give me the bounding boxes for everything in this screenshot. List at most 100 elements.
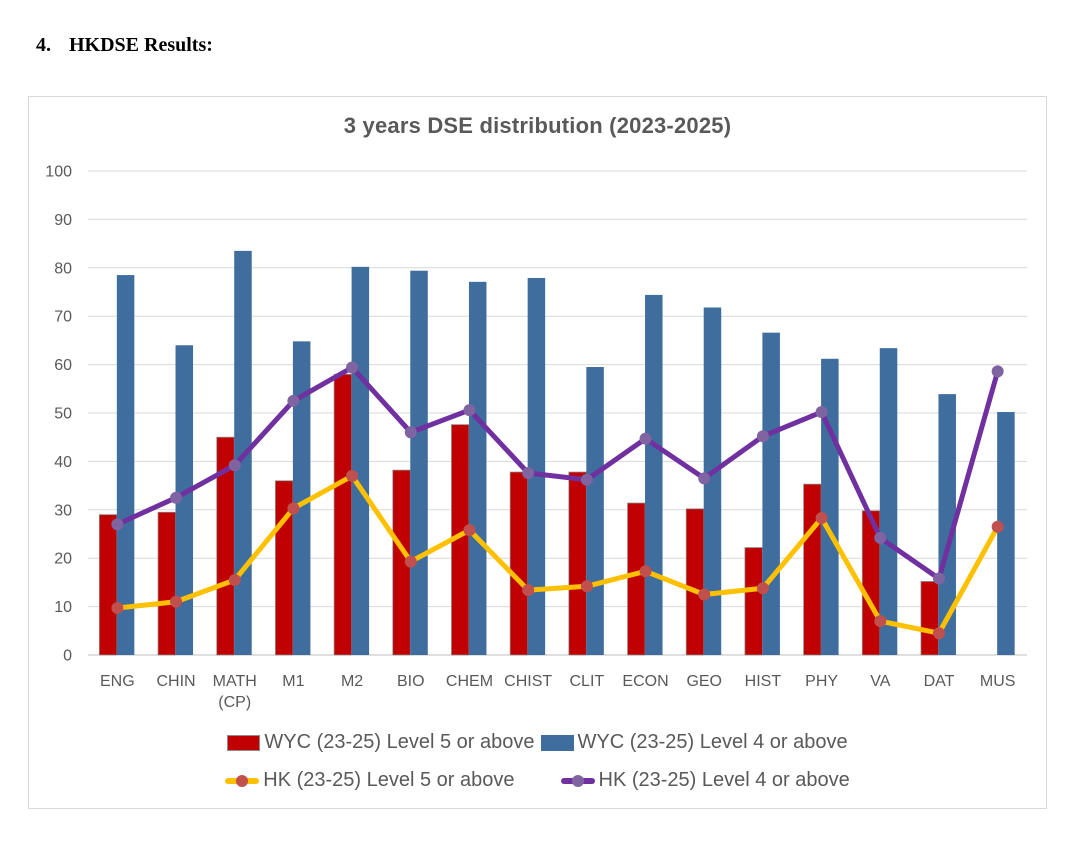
bar-wyc-23-25-level-5-or-above-phy <box>803 483 822 656</box>
x-axis-label-va: VA <box>870 673 890 690</box>
chart-legend: WYC (23-25) Level 5 or above WYC (23-25)… <box>29 731 1046 792</box>
y-axis-tick-60: 60 <box>54 357 72 374</box>
marker-hk-23-25-level-4-or-above-chin <box>170 491 183 504</box>
marker-hk-23-25-level-5-or-above-m1 <box>287 502 300 515</box>
bar-wyc-23-25-level-4-or-above-geo <box>703 307 722 655</box>
bar-wyc-23-25-level-4-or-above-va <box>879 348 898 655</box>
marker-hk-23-25-level-4-or-above-bio <box>404 426 417 439</box>
bar-wyc-23-25-level-4-or-above-mus <box>997 412 1015 655</box>
marker-hk-23-25-level-4-or-above-econ <box>639 432 652 445</box>
x-axis-label-math-cp: MATH (CP) <box>213 673 257 711</box>
marker-hk-23-25-level-5-or-above-math-cp <box>228 573 241 586</box>
line-hk-23-25-level-4-or-above <box>114 365 1001 582</box>
chart-title: 3 years DSE distribution (2023-2025) <box>343 113 732 138</box>
marker-hk-23-25-level-5-or-above-econ <box>639 565 652 578</box>
x-axis-label-chin: CHIN <box>156 673 195 690</box>
legend-item-hk-level4: HK (23-25) Level 4 or above <box>560 769 850 792</box>
marker-hk-23-25-level-5-or-above-va <box>874 615 887 628</box>
x-axis-label-hist: HIST <box>745 673 782 690</box>
marker-hk-23-25-level-5-or-above-bio <box>404 555 417 568</box>
marker-hk-23-25-level-5-or-above-chin <box>170 595 183 608</box>
marker-hk-23-25-level-5-or-above-chist <box>522 584 535 597</box>
bar-wyc-23-25-level-5-or-above-chin <box>157 511 176 656</box>
legend-label-hk-level5: HK (23-25) Level 5 or above <box>263 769 515 791</box>
y-axis-tick-100: 100 <box>45 164 72 181</box>
marker-hk-23-25-level-5-or-above-mus <box>991 520 1004 533</box>
legend-swatch-yellow-line <box>225 773 260 789</box>
legend-swatch-red-bar <box>227 734 261 751</box>
legend-row-bars: WYC (23-25) Level 5 or above WYC (23-25)… <box>227 731 848 754</box>
marker-hk-23-25-level-4-or-above-geo <box>698 472 711 485</box>
bar-wyc-23-25-level-5-or-above-eng <box>98 514 118 656</box>
bar-wyc-23-25-level-4-or-above-m2 <box>351 266 370 655</box>
marker-hk-23-25-level-5-or-above-m2 <box>346 469 359 482</box>
marker-hk-23-25-level-4-or-above-va <box>874 531 887 544</box>
marker-hk-23-25-level-4-or-above-m1 <box>287 394 300 407</box>
bar-wyc-23-25-level-4-or-above-m1 <box>292 341 311 655</box>
legend-row-lines: HK (23-25) Level 5 or above HK (23-25) L… <box>225 769 850 792</box>
bar-wyc-23-25-level-4-or-above-eng <box>116 275 135 655</box>
bar-wyc-23-25-level-5-or-above-clit <box>568 471 587 656</box>
y-axis-tick-0: 0 <box>63 648 72 665</box>
marker-hk-23-25-level-4-or-above-eng <box>111 518 124 531</box>
marker-hk-23-25-level-5-or-above-hist <box>756 582 769 595</box>
marker-hk-23-25-level-5-or-above-dat <box>932 627 945 640</box>
marker-hk-23-25-level-4-or-above-clit <box>580 473 593 486</box>
x-axis-label-mus: MUS <box>980 673 1016 690</box>
legend-item-wyc-level4: WYC (23-25) Level 4 or above <box>540 731 848 754</box>
bar-wyc-23-25-level-5-or-above-m2 <box>333 373 352 656</box>
bar-wyc-23-25-level-4-or-above-dat <box>938 394 956 655</box>
bar-wyc-23-25-level-4-or-above-hist <box>762 332 780 655</box>
legend-swatch-purple-line <box>560 773 595 789</box>
legend-label-hk-level4: HK (23-25) Level 4 or above <box>598 769 850 791</box>
marker-hk-23-25-level-4-or-above-chem <box>463 404 476 417</box>
y-axis-tick-20: 20 <box>54 551 72 568</box>
bar-wyc-23-25-level-5-or-above-dat <box>920 581 939 656</box>
bar-wyc-23-25-level-5-or-above-chist <box>509 471 529 656</box>
marker-hk-23-25-level-5-or-above-geo <box>698 588 711 601</box>
section-heading: 4. HKDSE Results: <box>36 34 213 57</box>
bar-wyc-23-25-level-5-or-above-geo <box>685 508 705 656</box>
bar-wyc-23-25-level-4-or-above-chin <box>175 345 194 655</box>
x-axis-label-m2: M2 <box>341 673 363 690</box>
x-axis-label-dat: DAT <box>924 673 955 690</box>
marker-hk-23-25-level-4-or-above-mus <box>991 365 1004 378</box>
marker-hk-23-25-level-4-or-above-hist <box>756 430 769 443</box>
legend-line-marker <box>236 774 249 787</box>
marker-hk-23-25-level-4-or-above-dat <box>932 572 945 585</box>
legend-label-wyc-level4: WYC (23-25) Level 4 or above <box>577 731 848 753</box>
bar-wyc-23-25-level-4-or-above-econ <box>645 294 663 655</box>
x-axis-label-chist: CHIST <box>504 673 552 690</box>
bar-wyc-23-25-level-4-or-above-chem <box>468 281 487 655</box>
y-axis-tick-50: 50 <box>54 406 72 423</box>
marker-hk-23-25-level-5-or-above-phy <box>815 512 828 525</box>
y-axis-tick-80: 80 <box>54 260 72 277</box>
y-axis-tick-40: 40 <box>54 454 72 471</box>
marker-hk-23-25-level-5-or-above-chem <box>463 524 476 537</box>
x-axis-label-geo: GEO <box>686 673 722 690</box>
legend-item-wyc-level5: WYC (23-25) Level 5 or above <box>227 731 535 754</box>
legend-line-marker <box>571 774 584 787</box>
bar-wyc-23-25-level-4-or-above-clit <box>586 367 604 655</box>
marker-hk-23-25-level-4-or-above-phy <box>815 406 828 419</box>
x-axis-label-m1: M1 <box>282 673 304 690</box>
marker-hk-23-25-level-4-or-above-math-cp <box>228 459 241 472</box>
x-axis-label-phy: PHY <box>805 673 838 690</box>
y-axis-tick-70: 70 <box>54 309 72 326</box>
legend-label-wyc-level5: WYC (23-25) Level 5 or above <box>264 731 535 753</box>
marker-hk-23-25-level-4-or-above-chist <box>522 467 535 480</box>
bar-wyc-23-25-level-4-or-above-bio <box>410 270 428 655</box>
marker-hk-23-25-level-5-or-above-eng <box>111 602 124 615</box>
bar-wyc-23-25-level-4-or-above-phy <box>821 358 839 655</box>
bar-wyc-23-25-level-4-or-above-chist <box>527 277 546 655</box>
marker-hk-23-25-level-4-or-above-m2 <box>346 361 359 374</box>
y-axis-tick-90: 90 <box>54 212 72 229</box>
dse-combo-chart: 0 10 20 30 40 50 60 70 80 90 100 ENG CHIN MATH (CP) M1 M… <box>45 164 1027 711</box>
x-axis-label-econ: ECON <box>622 673 668 690</box>
x-axis-label-eng: ENG <box>100 673 135 690</box>
legend-item-hk-level5: HK (23-25) Level 5 or above <box>225 769 515 792</box>
marker-hk-23-25-level-5-or-above-clit <box>580 580 593 593</box>
bar-wyc-23-25-level-5-or-above-hist <box>744 547 763 656</box>
x-axis-label-clit: CLIT <box>570 673 605 690</box>
